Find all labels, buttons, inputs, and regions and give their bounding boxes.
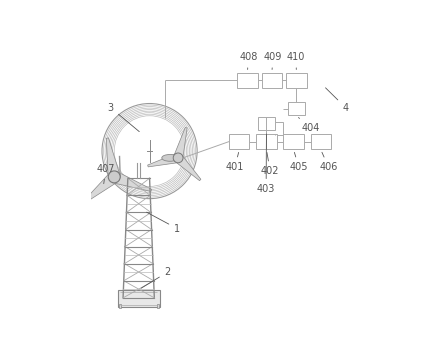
Text: 409: 409 (264, 52, 282, 70)
Polygon shape (148, 153, 179, 167)
Text: 406: 406 (319, 152, 338, 172)
Bar (156, 304, 159, 308)
Ellipse shape (162, 155, 178, 161)
Text: 401: 401 (225, 152, 244, 172)
Bar (256, 134, 276, 149)
Bar (262, 73, 282, 88)
Bar (118, 290, 160, 307)
Bar (258, 118, 275, 130)
Text: 404: 404 (299, 118, 320, 133)
Circle shape (108, 171, 120, 183)
Text: 1: 1 (147, 212, 180, 234)
Polygon shape (112, 171, 152, 191)
Text: 408: 408 (239, 52, 258, 70)
Text: 4: 4 (326, 88, 349, 113)
Text: 402: 402 (261, 152, 280, 176)
Bar (119, 304, 121, 308)
Bar (229, 134, 249, 149)
Bar (288, 102, 305, 115)
Text: 407: 407 (97, 164, 115, 184)
Bar (286, 73, 307, 88)
Text: 403: 403 (257, 134, 275, 194)
Bar (266, 122, 284, 135)
Text: 2: 2 (141, 267, 171, 288)
Bar (237, 73, 258, 88)
Text: 405: 405 (290, 152, 308, 172)
Polygon shape (174, 127, 187, 159)
Bar (284, 134, 304, 149)
Circle shape (173, 153, 183, 163)
Text: 3: 3 (108, 103, 139, 132)
Polygon shape (106, 138, 120, 178)
Text: 410: 410 (287, 52, 305, 70)
Polygon shape (175, 155, 201, 181)
Polygon shape (83, 172, 118, 203)
Bar (311, 134, 331, 149)
